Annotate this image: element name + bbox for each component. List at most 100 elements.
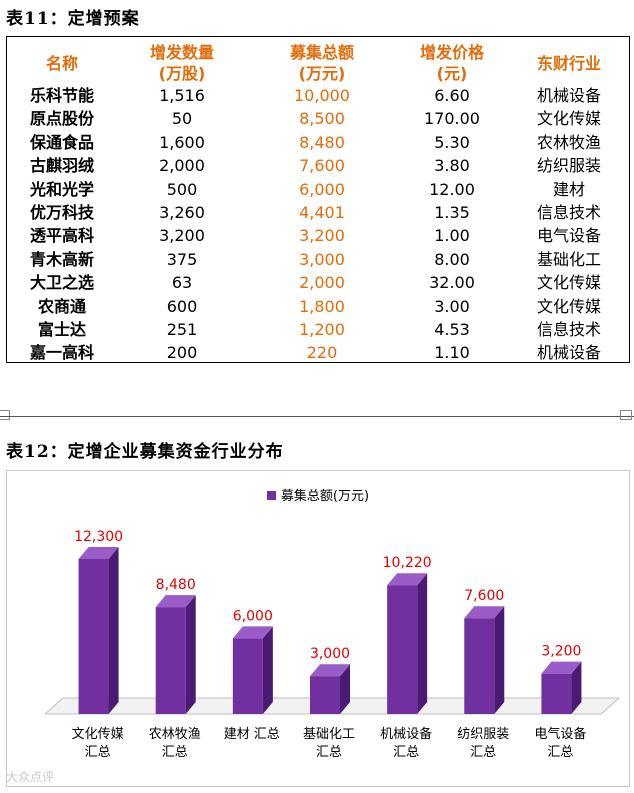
cell-price: 32.00 (429, 273, 475, 293)
category-label: 汇总 (393, 745, 419, 760)
chart-legend: 募集总额(万元) (7, 485, 629, 504)
cell-amount: 8,480 (299, 132, 345, 152)
table-row: 原点股份 50 8,500 170.00 文化传媒 (7, 107, 629, 130)
cell-industry: 基础化工 (536, 249, 601, 269)
category-label: 汇总 (162, 745, 188, 760)
bar-top (387, 573, 428, 586)
cell-name: 大卫之选 (29, 273, 94, 293)
placement-table: 名称 增发数量 (万股) 募集总额 (万元) 增发价格 (元) 东财行业 乐科节… (6, 36, 630, 363)
cell-price: 6.60 (434, 86, 470, 105)
bar (541, 673, 572, 714)
cell-industry: 建材 (552, 179, 585, 199)
cell-industry: 机械设备 (536, 343, 601, 363)
cell-amount: 3,200 (299, 226, 345, 246)
cell-name: 青木高新 (29, 249, 94, 269)
cell-amount: 1,200 (299, 320, 345, 339)
header-price: 增发价格 (元) (419, 43, 484, 83)
bar (78, 559, 109, 714)
cell-amount: 1,800 (299, 296, 345, 316)
bar-side (108, 547, 119, 714)
table-row: 透平高科 3,200 3,200 1.00 电气设备 (7, 224, 629, 247)
bar-side (494, 606, 505, 714)
cell-name: 乐科节能 (29, 86, 94, 105)
cell-shares: 500 (166, 179, 198, 199)
cell-price: 3.00 (434, 296, 470, 316)
data-label: 6,000 (233, 608, 273, 624)
data-label: 8,480 (156, 577, 196, 593)
cell-shares: 200 (166, 343, 198, 363)
category-label: 纺织服装 (457, 727, 509, 742)
table-row: 光和光学 500 6,000 12.00 建材 (7, 178, 629, 201)
legend-label: 募集总额(万元) (280, 489, 370, 504)
cell-shares: 2,000 (159, 156, 205, 176)
cell-name: 富士达 (37, 320, 86, 339)
category-label: 汇总 (470, 745, 496, 760)
bar (155, 607, 186, 714)
bar (310, 676, 340, 714)
category-label: 基础化工 (303, 727, 355, 742)
data-label: 10,220 (383, 555, 432, 571)
bar-top (232, 626, 273, 639)
cell-industry: 机械设备 (536, 86, 601, 105)
cell-price: 1.00 (434, 226, 470, 246)
cell-amount: 10,000 (294, 86, 350, 105)
cell-industry: 文化传媒 (536, 109, 601, 129)
bar-top (310, 664, 350, 677)
data-label: 7,600 (464, 588, 504, 604)
cell-industry: 信息技术 (536, 203, 601, 222)
cell-amount: 8,500 (299, 109, 345, 129)
section-break-left-marker (0, 410, 10, 420)
cell-shares: 600 (166, 296, 198, 316)
watermark: 大众点评 (6, 770, 55, 784)
category-label: 电气设备 (534, 726, 586, 742)
cell-amount: 2,000 (299, 273, 345, 293)
bar-top (541, 661, 582, 674)
table-header: 名称 增发数量 (万股) 募集总额 (万元) 增发价格 (元) 东财行业 (7, 37, 629, 89)
table-row: 青木高新 375 3,000 8.00 基础化工 (7, 248, 629, 271)
header-shares: 增发数量 (万股) (149, 43, 214, 83)
bar (387, 585, 418, 714)
legend-swatch (266, 491, 276, 500)
cell-price: 8.00 (434, 249, 470, 269)
cell-amount: 4,401 (299, 203, 345, 222)
cell-price: 170.00 (424, 109, 480, 129)
section-break-right-marker (620, 410, 632, 420)
cell-shares: 3,260 (159, 203, 205, 222)
cell-shares: 375 (166, 249, 198, 269)
cell-name: 优万科技 (29, 203, 94, 222)
cell-price: 1.35 (434, 203, 470, 222)
cell-price: 1.10 (434, 343, 470, 363)
cell-industry: 信息技术 (536, 320, 601, 339)
category-label: 文化传媒 (72, 727, 124, 742)
bar-side (185, 595, 196, 714)
cell-name: 原点股份 (29, 109, 94, 129)
header-industry: 东财行业 (536, 53, 601, 73)
table-row: 古麒羽绒 2,000 7,600 3.80 纺织服装 (7, 154, 629, 177)
cell-price: 4.53 (434, 320, 470, 339)
bar-top (78, 547, 119, 559)
cell-name: 嘉一高科 (29, 343, 94, 363)
table-row: 优万科技 3,260 4,401 1.35 信息技术 (7, 201, 629, 224)
category-label: 机械设备 (380, 726, 432, 742)
cell-price: 5.30 (434, 132, 470, 152)
table-row: 乐科节能 1,516 10,000 6.60 机械设备 (7, 84, 629, 107)
cell-name: 农商通 (37, 296, 86, 316)
bar (232, 638, 263, 714)
category-label: 汇总 (85, 745, 111, 760)
cell-price: 12.00 (429, 179, 475, 199)
cell-amount: 3,000 (299, 249, 345, 269)
industry-bar-chart: 募集总额(万元) 12,300 文化传媒 汇总 8,480 农林牧渔 汇总 6,000 建材 … (6, 470, 630, 787)
bar-side (262, 626, 273, 714)
cell-shares: 1,600 (159, 132, 205, 152)
bar-side (417, 573, 428, 714)
cell-shares: 1,516 (159, 86, 205, 105)
section-divider (0, 416, 634, 417)
bar-side (571, 661, 582, 714)
cell-industry: 纺织服装 (536, 156, 601, 176)
data-label: 3,200 (541, 644, 581, 660)
table-row: 农商通 600 1,800 3.00 文化传媒 (7, 295, 629, 318)
cell-shares: 3,200 (159, 226, 205, 246)
cell-name: 光和光学 (29, 179, 94, 199)
cell-name: 保通食品 (29, 132, 94, 152)
